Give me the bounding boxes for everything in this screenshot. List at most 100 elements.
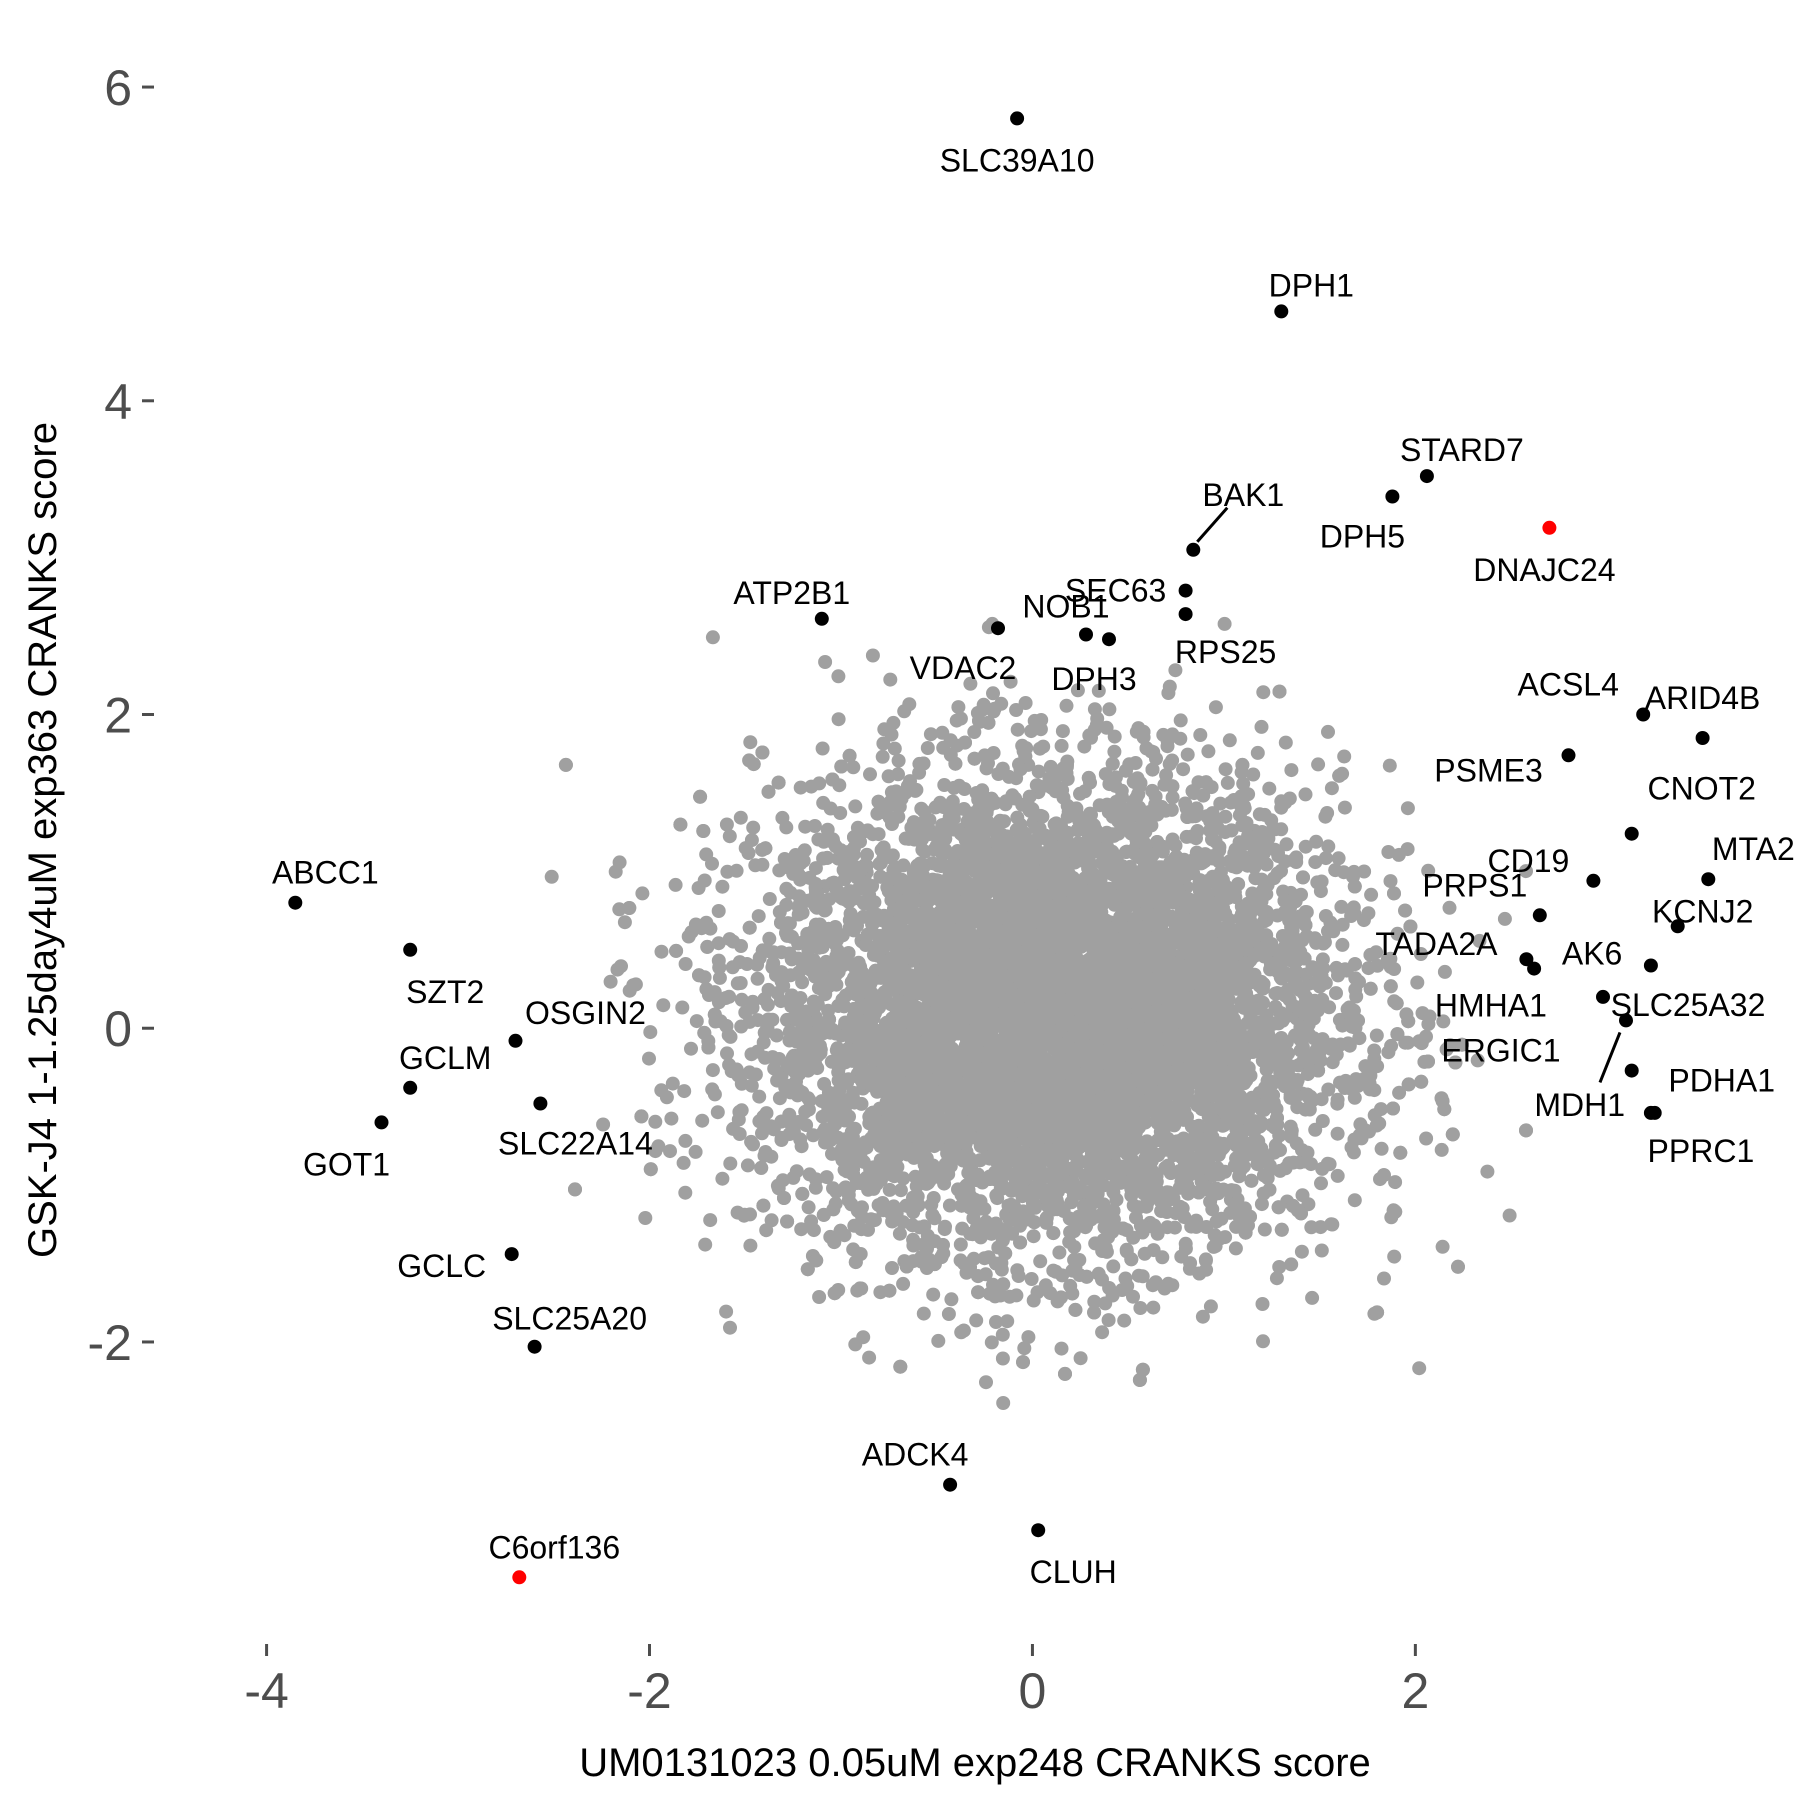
background-point (648, 1114, 663, 1129)
background-point (1168, 838, 1183, 853)
background-point (812, 776, 827, 791)
background-point (734, 992, 749, 1007)
background-point (848, 799, 863, 814)
background-point (1289, 1136, 1304, 1151)
background-point (1135, 1269, 1150, 1284)
background-point (718, 991, 733, 1005)
background-point (863, 767, 877, 782)
background-point (1374, 1102, 1388, 1117)
background-point (896, 1276, 911, 1291)
background-point (1284, 1257, 1299, 1272)
background-point (715, 879, 730, 894)
background-point (1364, 887, 1379, 902)
background-point (1388, 1175, 1403, 1190)
background-point (1003, 674, 1018, 689)
background-point (1472, 933, 1487, 948)
background-point (1272, 1260, 1287, 1274)
background-point (1361, 961, 1376, 976)
background-point (1201, 744, 1216, 759)
background-point (815, 741, 830, 756)
background-point (995, 761, 1010, 776)
background-point (1439, 1042, 1454, 1057)
background-point (1254, 1197, 1269, 1212)
background-point (1070, 683, 1085, 698)
background-point (1283, 1119, 1298, 1134)
background-point (853, 1281, 867, 1296)
background-point (1391, 847, 1406, 862)
background-point (1294, 1244, 1309, 1259)
background-point (883, 672, 898, 687)
background-point (812, 1290, 827, 1304)
background-point (719, 1304, 734, 1319)
background-point (935, 725, 950, 740)
background-point (967, 725, 982, 739)
background-point (892, 1226, 907, 1241)
background-point (729, 863, 744, 878)
background-point (678, 1185, 693, 1200)
background-point (1236, 776, 1251, 791)
background-point (1177, 1210, 1192, 1225)
background-point (663, 1144, 677, 1159)
background-point (617, 915, 632, 930)
background-point (885, 1261, 899, 1275)
background-point (985, 1151, 1000, 1166)
background-point (1126, 1289, 1140, 1304)
background-point (1321, 839, 1336, 854)
background-point (1400, 801, 1415, 816)
background-point (979, 761, 994, 776)
background-point (957, 782, 972, 796)
background-point (677, 1084, 692, 1099)
background-point (1314, 1243, 1329, 1258)
background-point (643, 1025, 658, 1040)
background-point (751, 909, 766, 924)
background-point (996, 1396, 1011, 1410)
background-point (1298, 787, 1313, 802)
background-point (1346, 900, 1361, 915)
background-point (1165, 790, 1180, 805)
background-point (1091, 683, 1106, 698)
background-point (846, 760, 861, 775)
background-point (931, 1333, 946, 1348)
background-point (1178, 1241, 1193, 1256)
background-point (1054, 738, 1069, 753)
background-point (986, 686, 1000, 701)
background-point (723, 1320, 737, 1335)
background-point (1107, 744, 1122, 759)
background-point (1145, 1278, 1160, 1293)
background-point (1022, 789, 1037, 804)
background-point (941, 1307, 956, 1321)
background-point (984, 1335, 999, 1350)
background-point (719, 817, 734, 832)
background-point (1189, 801, 1204, 816)
background-point (917, 804, 932, 819)
background-point (1208, 700, 1223, 715)
background-point (743, 1238, 758, 1253)
background-point (1330, 1168, 1345, 1183)
background-point (1063, 1278, 1078, 1293)
background-point (1387, 1249, 1402, 1264)
background-point (1189, 1213, 1204, 1228)
background-point (1357, 864, 1372, 879)
background-point (1059, 698, 1074, 713)
background-point (678, 957, 693, 971)
background-point (947, 780, 961, 795)
background-point (865, 648, 880, 663)
background-point (703, 1213, 718, 1228)
background-point (882, 1182, 897, 1197)
background-point (1073, 1351, 1088, 1366)
background-point (635, 886, 650, 901)
background-point (887, 741, 902, 756)
background-point (806, 1223, 821, 1238)
background-point (1246, 767, 1261, 782)
background-point (1314, 1176, 1328, 1191)
background-point (1384, 1038, 1399, 1053)
background-point (764, 1213, 779, 1228)
background-point (994, 1262, 1009, 1277)
background-point (1413, 947, 1428, 961)
background-point (1193, 728, 1208, 742)
background-point (1218, 809, 1233, 824)
background-point (969, 1313, 984, 1328)
background-point (733, 810, 748, 825)
